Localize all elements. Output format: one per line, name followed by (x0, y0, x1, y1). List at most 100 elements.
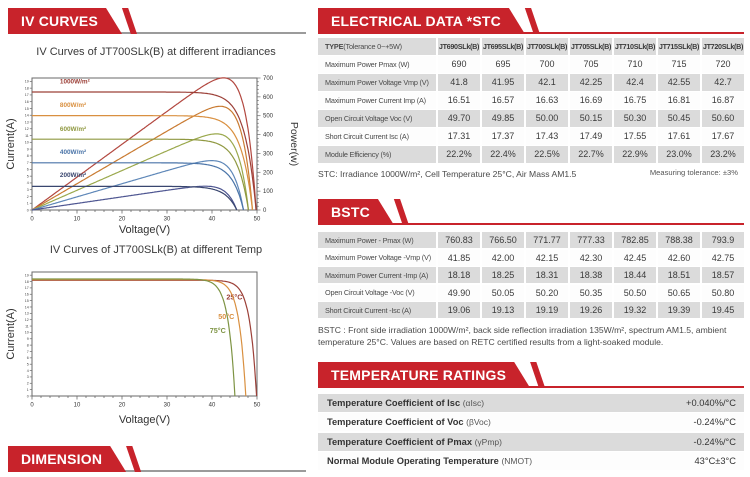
svg-text:9: 9 (27, 147, 29, 151)
value-cell: 19.32 (614, 302, 656, 319)
model-column-header: JT720SLk(B) (702, 38, 744, 55)
table-row: Short Circuit Current Isc (A) 17.31 17.37 1… (318, 128, 744, 145)
value-cell: 17.61 (658, 128, 700, 145)
svg-text:Voltage(V): Voltage(V) (119, 414, 170, 426)
value-cell: 760.83 (438, 232, 480, 248)
svg-text:700: 700 (263, 76, 274, 82)
value-cell: 42.1 (526, 74, 568, 91)
svg-text:6: 6 (27, 356, 29, 360)
section-underline (318, 223, 744, 225)
iv-curves-section-header: IV CURVES (8, 8, 306, 34)
bstc-banner-label: BSTC (331, 204, 370, 220)
svg-text:5: 5 (27, 174, 29, 178)
svg-text:200: 200 (263, 170, 274, 176)
value-cell: 16.75 (614, 92, 656, 109)
electrical-data-banner-label: ELECTRICAL DATA *STC (331, 13, 501, 29)
svg-text:20: 20 (119, 217, 126, 223)
value-cell: 16.87 (702, 92, 744, 109)
svg-text:1: 1 (27, 202, 29, 206)
row-label-cell: Maximum Power Voltage Vmp (V) (318, 74, 436, 91)
svg-text:16: 16 (25, 100, 29, 104)
temperature-ratings-table: Temperature Coefficient of Isc (αIsc) +0.… (318, 394, 744, 471)
svg-text:25°C: 25°C (226, 292, 242, 301)
value-cell: 50.45 (658, 110, 700, 127)
iv-curve-irradiance-chart: 0 10 20 30 40 5001234567891011121314151617181… (5, 76, 300, 236)
temperature-rating-symbol: (NMOT) (501, 455, 533, 466)
svg-text:6: 6 (27, 168, 29, 172)
svg-text:0: 0 (27, 208, 29, 212)
value-cell: 16.81 (658, 92, 700, 109)
temperature-rating-label: Temperature Coefficient of Isc (αIsc) (327, 398, 485, 408)
value-cell: 710 (614, 56, 656, 73)
bstc-note-text: BSTC : Front side irradiation 1000W/m², … (318, 325, 727, 348)
value-cell: 50.35 (570, 284, 612, 301)
svg-text:17: 17 (25, 93, 29, 97)
svg-text:400: 400 (263, 133, 274, 139)
section-underline (318, 386, 744, 388)
value-cell: 50.50 (614, 284, 656, 301)
temperature-rating-value: -0.24%/°C (693, 417, 736, 428)
svg-text:800W/m²: 800W/m² (60, 102, 86, 109)
model-column-header: JT695SLk(B) (482, 38, 524, 55)
svg-text:14: 14 (25, 305, 29, 309)
svg-text:7: 7 (27, 161, 29, 165)
value-cell: 690 (438, 56, 480, 73)
value-cell: 50.20 (526, 284, 568, 301)
temperature-ratings-banner: TEMPERATURE RATINGS (318, 362, 530, 388)
svg-text:1000W/m²: 1000W/m² (60, 78, 90, 85)
value-cell: 22.9% (614, 146, 656, 163)
value-cell: 23.0% (658, 146, 700, 163)
value-cell: 50.15 (570, 110, 612, 127)
value-cell: 19.39 (658, 302, 700, 319)
value-cell: 22.7% (570, 146, 612, 163)
bstc-table: Maximum Power - Pmax (W) 760.83 766.50 771.… (318, 232, 744, 320)
svg-text:600W/m²: 600W/m² (60, 126, 86, 133)
table-row: Maximum Power - Pmax (W) 760.83 766.50 771.… (318, 232, 744, 248)
temperature-rating-symbol: (βVoc) (466, 417, 491, 428)
section-underline (8, 470, 306, 472)
svg-text:75°C: 75°C (210, 326, 226, 335)
svg-text:10: 10 (74, 403, 81, 409)
temperature-rating-label: Temperature Coefficient of Pmax (γPmp) (327, 436, 502, 447)
svg-text:13: 13 (25, 312, 29, 316)
row-label-cell: Open Circuit Voltage -Voc (V) (318, 284, 436, 301)
svg-text:8: 8 (27, 154, 29, 158)
table-header-row: TYPE (Tolerance 0~+5W) JT690SLk(B) JT695SL… (318, 38, 744, 55)
svg-text:0: 0 (30, 217, 34, 223)
value-cell: 49.70 (438, 110, 480, 127)
stc-note: STC: Irradiance 1000W/m², Cell Temperatu… (318, 168, 744, 180)
svg-text:1: 1 (27, 388, 29, 392)
svg-text:500: 500 (263, 114, 274, 120)
value-cell: 18.25 (482, 267, 524, 284)
electrical-data-section-header: ELECTRICAL DATA *STC (318, 8, 744, 34)
electrical-data-banner: ELECTRICAL DATA *STC (318, 8, 525, 34)
value-cell: 16.69 (570, 92, 612, 109)
svg-text:12: 12 (25, 318, 29, 322)
svg-text:18: 18 (25, 280, 29, 284)
svg-text:16: 16 (25, 293, 29, 297)
temperature-rating-row: Temperature Coefficient of Isc (αIsc) +0.… (318, 394, 744, 412)
value-cell: 715 (658, 56, 700, 73)
dimension-banner-label: DIMENSION (21, 451, 103, 467)
value-cell: 17.49 (570, 128, 612, 145)
svg-text:11: 11 (25, 134, 29, 138)
temperature-rating-value: -0.24%/°C (693, 436, 736, 447)
temperature-rating-value: +0.040%/°C (686, 398, 736, 408)
svg-text:17: 17 (25, 286, 29, 290)
svg-text:8: 8 (27, 343, 29, 347)
temperature-rating-label: Temperature Coefficient of Voc (βVoc) (327, 417, 491, 428)
svg-text:20: 20 (119, 403, 126, 409)
svg-text:40: 40 (209, 403, 216, 409)
svg-text:3: 3 (27, 375, 29, 379)
svg-text:14: 14 (25, 114, 29, 118)
value-cell: 720 (702, 56, 744, 73)
value-cell: 18.51 (658, 267, 700, 284)
svg-text:19: 19 (25, 273, 29, 277)
svg-text:0: 0 (30, 403, 34, 409)
value-cell: 18.57 (702, 267, 744, 284)
measuring-tolerance-text: Measuring tolerance: ±3% (649, 168, 738, 177)
svg-text:40: 40 (209, 217, 216, 223)
table-row: Open Circuit Voltage Voc (V) 49.70 49.85 50… (318, 110, 744, 127)
value-cell: 50.80 (702, 284, 744, 301)
